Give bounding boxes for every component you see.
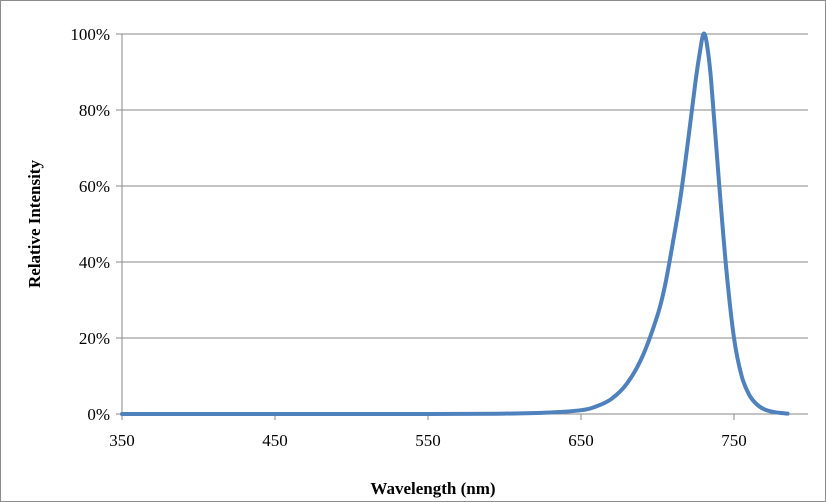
x-tick-label: 550 (415, 431, 441, 450)
series-layer (120, 31, 790, 417)
y-tick-label: 40% (79, 253, 110, 272)
y-tick-label: 100% (70, 25, 110, 44)
y-tick-label: 20% (79, 329, 110, 348)
y-tick-label: 60% (79, 177, 110, 196)
x-tick-label: 450 (262, 431, 288, 450)
gridlines (122, 33, 808, 339)
y-tick-label: 80% (79, 101, 110, 120)
x-tick-label: 750 (721, 431, 747, 450)
x-tick-label: 350 (109, 431, 135, 450)
y-tick-label: 0% (87, 405, 110, 424)
series-line (120, 31, 790, 417)
x-tick-label: 650 (568, 431, 594, 450)
x-tick-labels: 350 450 550 650 750 (109, 431, 747, 450)
y-tick-labels: 0% 20% 40% 60% 80% 100% (70, 25, 110, 424)
x-axis-title: Wavelength (nm) (370, 479, 495, 498)
y-axis-title: Relative Intensity (25, 160, 44, 288)
axes (116, 33, 808, 420)
